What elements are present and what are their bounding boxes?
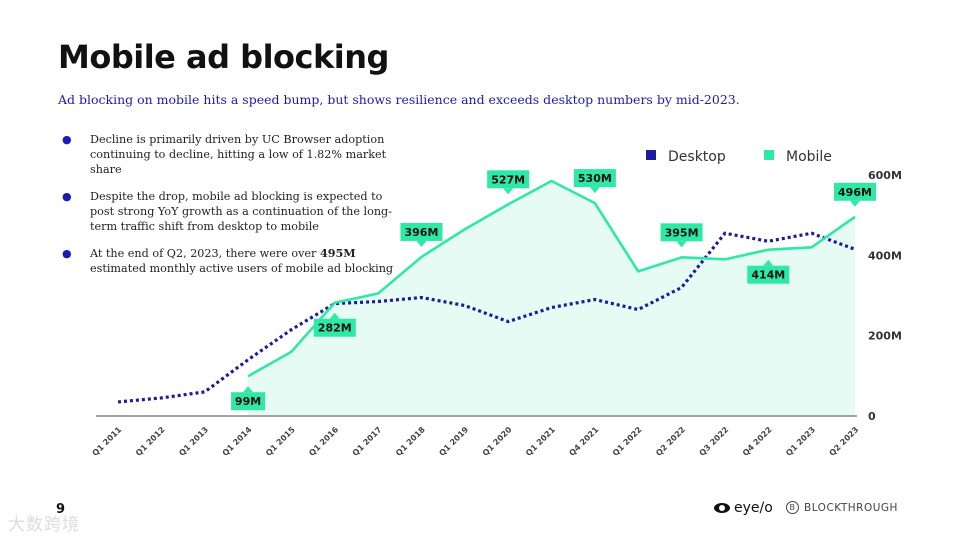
data-label: 395M: [665, 226, 699, 239]
bullet-dot-icon: ●: [62, 190, 72, 203]
x-tick-label: Q1 2019: [437, 425, 470, 458]
data-label-pointer: [850, 200, 860, 207]
watermark: 大数跨境: [8, 515, 80, 535]
x-tick-label: Q1 2022: [611, 425, 644, 458]
data-label: 99M: [235, 395, 261, 408]
bullet-text: At the end of Q2, 2023, there were over …: [90, 246, 394, 275]
data-label-box: [400, 222, 443, 241]
x-tick-label: Q1 2023: [784, 425, 817, 458]
data-label-box: [573, 169, 616, 188]
data-label: 396M: [405, 226, 439, 239]
bullet-text: Despite the drop, mobile ad blocking is …: [90, 190, 392, 233]
x-tick-label: Q1 2014: [221, 425, 254, 458]
bullet-dot-icon: ●: [62, 247, 72, 260]
y-tick-label: 600M: [868, 169, 902, 182]
y-tick-label: 0: [868, 410, 876, 423]
legend-label-mobile: Mobile: [786, 149, 832, 165]
data-label-pointer: [416, 240, 427, 247]
x-tick-label: Q4 2021: [567, 425, 600, 458]
legend-label-desktop: Desktop: [668, 149, 726, 165]
mobile-area: [248, 181, 855, 416]
data-label-pointer: [589, 187, 600, 194]
bullet-item: ● Decline is primarily driven by UC Brow…: [62, 132, 402, 177]
eyeo-logo: eye/o: [714, 500, 773, 516]
x-tick-label: Q1 2012: [134, 425, 167, 458]
data-label-box: [313, 318, 356, 337]
y-tick-label: 200M: [868, 330, 902, 343]
page-number: 9: [56, 502, 66, 517]
bullet-text: Decline is primarily driven by UC Browse…: [90, 133, 387, 176]
data-label: 282M: [318, 322, 352, 335]
x-tick-label: Q3 2022: [698, 425, 731, 458]
bullet-highlight: 495M: [319, 246, 356, 260]
x-tick-label: Q1 2015: [264, 425, 297, 458]
x-tick-label: Q1 2018: [394, 425, 427, 458]
x-tick-label: Q2 2022: [654, 425, 687, 458]
x-tick-label: Q1 2017: [351, 425, 384, 458]
data-label-pointer: [763, 259, 774, 266]
data-label: 414M: [751, 269, 785, 282]
x-tick-label: Q1 2011: [91, 425, 124, 458]
x-tick-label: Q1 2020: [481, 425, 514, 458]
data-label: 496M: [838, 186, 872, 199]
blockthrough-logo-text: BLOCKTHROUGH: [804, 501, 898, 514]
eyeo-logo-text: eye/o: [734, 500, 773, 516]
data-label-box: [834, 182, 876, 201]
data-label: 527M: [491, 173, 525, 186]
page-title: Mobile ad blocking: [58, 38, 389, 76]
data-label-box: [231, 392, 266, 411]
data-label-pointer: [329, 312, 340, 319]
data-label-box: [747, 265, 790, 284]
desktop-series-line: [117, 231, 856, 404]
legend-swatch-mobile: [764, 150, 774, 160]
x-tick-label: Q4 2022: [741, 425, 774, 458]
eye-icon: [714, 503, 730, 513]
bullet-item: ● At the end of Q2, 2023, there were ove…: [62, 246, 402, 276]
bullet-dot-icon: ●: [62, 133, 72, 146]
x-tick-label: Q1 2021: [524, 425, 557, 458]
data-label-box: [487, 170, 530, 189]
data-label-box: [660, 223, 703, 242]
x-tick-label: Q2 2023: [828, 425, 861, 458]
data-label-pointer: [676, 241, 687, 248]
x-tick-label: Q1 2016: [307, 425, 340, 458]
data-label-pointer: [243, 386, 254, 393]
legend-swatch-desktop: [646, 150, 656, 160]
data-label: 530M: [578, 172, 612, 185]
bullet-item: ● Despite the drop, mobile ad blocking i…: [62, 189, 402, 234]
y-tick-label: 400M: [868, 249, 902, 262]
x-tick-label: Q1 2013: [177, 425, 210, 458]
blockthrough-icon: B: [786, 501, 799, 514]
page-subtitle: Ad blocking on mobile hits a speed bump,…: [58, 92, 740, 107]
bullet-list: ● Decline is primarily driven by UC Brow…: [62, 132, 402, 288]
data-label-pointer: [503, 188, 514, 195]
blockthrough-logo: B BLOCKTHROUGH: [786, 501, 898, 514]
